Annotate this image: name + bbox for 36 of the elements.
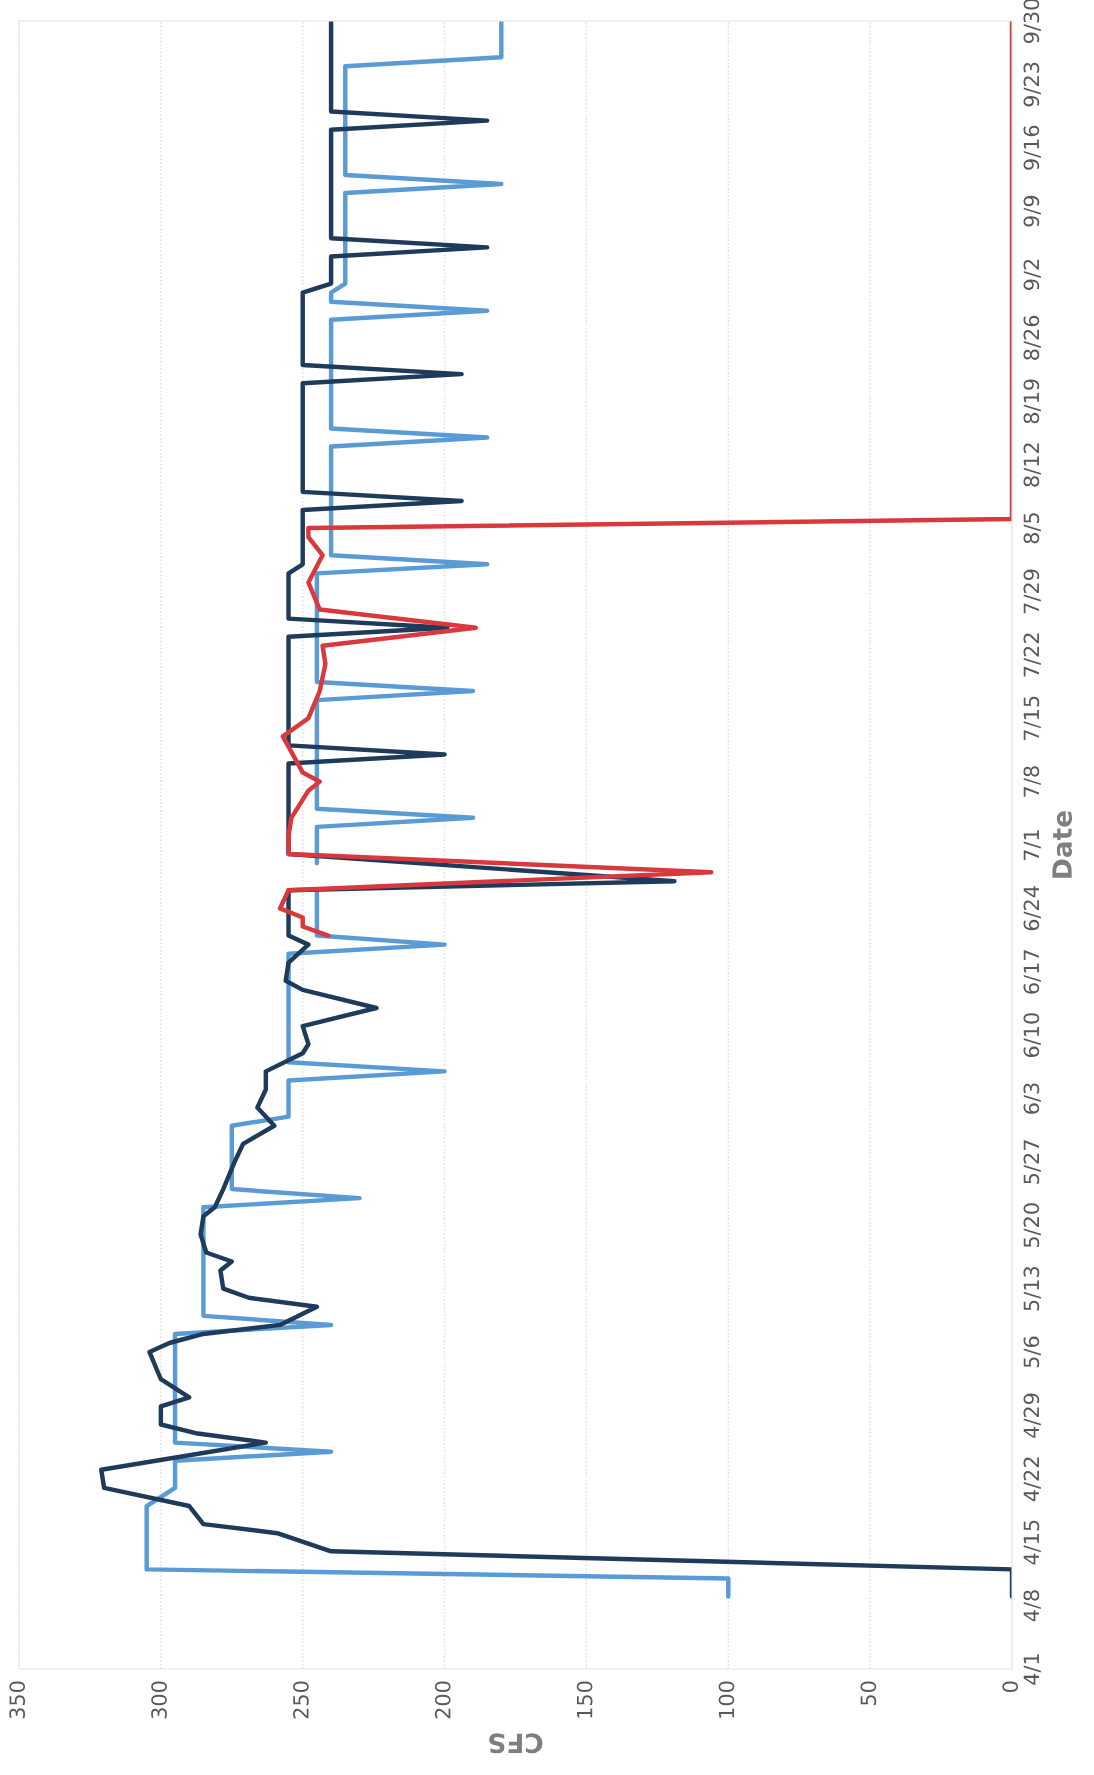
- x-tick-label: 250: [293, 1681, 309, 1719]
- x-tick-label: 200: [434, 1681, 451, 1719]
- x-axis-title: CFS: [489, 1733, 543, 1754]
- y-tick-label: 4/1: [1023, 1654, 1041, 1685]
- y-tick-label: 4/15: [1023, 1520, 1041, 1565]
- y-tick-label: 6/3: [1023, 1083, 1041, 1114]
- y-tick-label: 9/9: [1023, 195, 1041, 227]
- y-tick-label: 8/26: [1023, 315, 1041, 360]
- y-tick-label: 7/8: [1023, 766, 1041, 797]
- y-tick-label: 5/6: [1023, 1336, 1041, 1368]
- x-tick-label: 50: [860, 1681, 877, 1706]
- y-tick-label: 6/17: [1023, 950, 1041, 994]
- y-tick-label: 8/19: [1023, 379, 1041, 424]
- y-tick-label: 7/29: [1023, 569, 1041, 614]
- y-tick-label: 8/5: [1023, 513, 1041, 544]
- y-tick-label: 8/12: [1023, 443, 1041, 487]
- x-tick-label: 0: [1002, 1681, 1019, 1692]
- y-tick-label: 7/1: [1023, 830, 1041, 861]
- y-tick-label: 5/27: [1023, 1140, 1041, 1184]
- y-tick-label: 9/23: [1023, 62, 1041, 107]
- y-tick-label: 4/29: [1023, 1393, 1041, 1438]
- x-tick-label: 100: [718, 1681, 735, 1718]
- y-tick-label: 4/22: [1023, 1457, 1041, 1502]
- y-tick-label: 9/2: [1023, 259, 1041, 290]
- y-tick-label: 9/16: [1023, 125, 1041, 170]
- x-tick-label: 350: [9, 1681, 26, 1719]
- y-axis-title: Date: [1052, 811, 1073, 878]
- y-tick-label: 7/22: [1023, 633, 1041, 677]
- y-tick-label: 4/8: [1023, 1590, 1041, 1622]
- y-tick-label: 5/13: [1023, 1266, 1041, 1311]
- y-tick-label: 6/24: [1023, 886, 1041, 931]
- y-tick-label: 7/15: [1023, 696, 1041, 740]
- x-tick-label: 150: [576, 1681, 593, 1718]
- y-tick-label: 6/10: [1023, 1013, 1041, 1058]
- y-tick-label: 5/20: [1023, 1203, 1041, 1248]
- x-tick-label: 300: [151, 1681, 167, 1719]
